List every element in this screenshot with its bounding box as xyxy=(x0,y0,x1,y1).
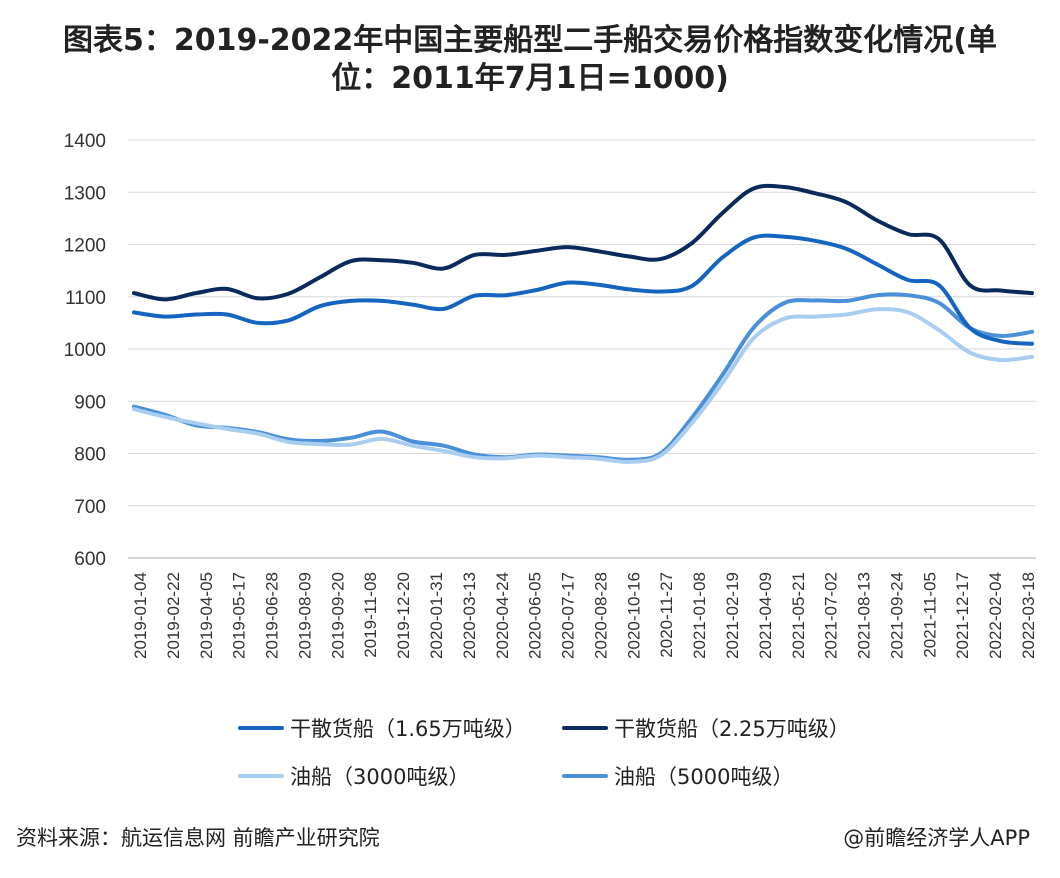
x-tick-label: 2021-05-21 xyxy=(789,572,808,659)
legend-item-dry-bulk-16500: 干散货船（1.65万吨级） xyxy=(238,713,526,743)
series-line-2 xyxy=(132,307,1034,464)
x-tick-label: 2021-12-17 xyxy=(953,572,972,659)
x-tick-label: 2019-11-08 xyxy=(361,572,380,658)
x-tick-label: 2022-03-18 xyxy=(1019,572,1038,659)
legend-label: 干散货船（2.25万吨级） xyxy=(614,717,850,741)
x-tick-label: 2020-07-17 xyxy=(559,572,578,659)
legend-swatch xyxy=(562,726,608,730)
series-lines xyxy=(132,183,1034,464)
x-tick-label: 2020-11-27 xyxy=(657,572,676,658)
x-tick-label: 2021-09-24 xyxy=(887,572,906,659)
brand-watermark-text: @前瞻经济学人APP xyxy=(843,826,1030,850)
x-tick-label: 2019-01-04 xyxy=(131,572,150,659)
y-tick-label: 600 xyxy=(74,549,106,570)
x-tick-label: 2020-03-13 xyxy=(460,572,479,659)
y-tick-label: 1000 xyxy=(64,340,106,361)
x-tick-label: 2019-12-20 xyxy=(394,572,413,659)
chart-title-line1: 图表5：2019-2022年中国主要船型二手船交易价格指数变化情况(单 xyxy=(62,23,998,58)
x-tick-label: 2020-01-31 xyxy=(427,572,446,659)
x-tick-label: 2019-02-22 xyxy=(164,572,183,659)
legend-swatch xyxy=(238,774,284,778)
y-tick-label: 800 xyxy=(74,445,106,466)
series-line-1 xyxy=(132,183,1034,302)
legend-swatch xyxy=(238,726,284,730)
legend-label: 油船（3000吨级） xyxy=(290,765,470,789)
legend-item-dry-bulk-22500: 干散货船（2.25万吨级） xyxy=(562,713,850,743)
x-tick-label: 2019-05-17 xyxy=(230,572,249,659)
x-tick-label: 2020-08-28 xyxy=(591,572,610,659)
legend-swatch xyxy=(562,774,608,778)
y-tick-label: 1200 xyxy=(64,236,106,257)
legend-label: 干散货船（1.65万吨级） xyxy=(290,717,526,741)
source-note: 资料来源：航运信息网 前瞻产业研究院 xyxy=(16,826,380,850)
chart-title: 图表5：2019-2022年中国主要船型二手船交易价格指数变化情况(单 位：20… xyxy=(0,22,1060,98)
x-tick-label: 2021-01-08 xyxy=(690,572,709,659)
x-tick-label: 2020-10-16 xyxy=(624,572,643,659)
series-line-0 xyxy=(132,233,1034,346)
y-tick-label: 700 xyxy=(74,497,106,518)
x-tick-label: 2022-02-04 xyxy=(986,572,1005,659)
x-tick-label: 2021-08-13 xyxy=(855,572,874,659)
x-tick-label: 2019-09-20 xyxy=(328,572,347,659)
y-tick-label: 1400 xyxy=(64,131,106,152)
legend-item-tanker-5000: 油船（5000吨级） xyxy=(562,761,793,791)
y-tick-label: 900 xyxy=(74,392,106,413)
x-tick-label: 2021-04-09 xyxy=(756,572,775,659)
x-tick-label: 2019-04-05 xyxy=(197,572,216,659)
legend-item-tanker-3000: 油船（3000吨级） xyxy=(238,761,469,791)
x-tick-label: 2021-02-19 xyxy=(723,572,742,659)
x-axis-ticks: 2019-01-04 2019-02-22 2019-04-05 2019-05-17… xyxy=(131,572,1038,659)
y-axis-ticks: 600 700 800 900 1000 1100 1200 1300 1400 xyxy=(64,131,106,570)
x-tick-label: 2020-04-24 xyxy=(493,572,512,659)
y-tick-label: 1300 xyxy=(64,183,106,204)
chart-title-line2: 位：2011年7月1日=1000) xyxy=(331,61,729,96)
x-tick-label: 2021-11-05 xyxy=(920,572,939,658)
x-tick-label: 2019-08-09 xyxy=(295,572,314,659)
x-tick-label: 2019-06-28 xyxy=(263,572,282,659)
legend-label: 油船（5000吨级） xyxy=(614,765,794,789)
y-tick-label: 1100 xyxy=(65,288,106,309)
x-tick-label: 2020-06-05 xyxy=(526,572,545,659)
x-tick-label: 2021-07-02 xyxy=(822,572,841,659)
